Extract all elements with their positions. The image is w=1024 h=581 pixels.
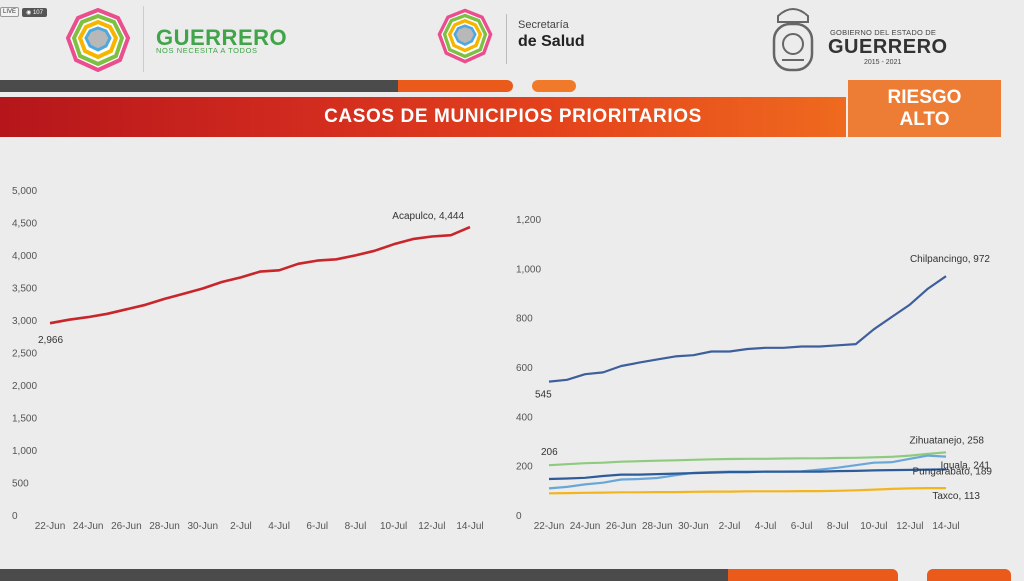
live-tag: LIVE — [0, 7, 20, 17]
x-tick-label: 14-Jul — [456, 521, 483, 532]
y-tick-label: 2,000 — [12, 381, 37, 392]
x-tick-label: 22-Jun — [35, 521, 66, 532]
footer-strip-orange-2 — [927, 569, 1011, 581]
x-tick-label: 2-Jul — [230, 521, 252, 532]
footer-strip-orange — [728, 569, 898, 581]
series-end-label: Iguala, 241 — [941, 461, 991, 472]
header-strip-dark — [0, 80, 400, 92]
series-line-pungarabato — [548, 468, 947, 481]
x-tick-label: 26-Jun — [111, 521, 142, 532]
x-tick-label: 12-Jul — [896, 521, 923, 532]
x-tick-label: 2-Jul — [719, 521, 741, 532]
x-tick-label: 4-Jul — [755, 521, 777, 532]
risk-line2: ALTO — [899, 109, 950, 130]
x-tick-label: 24-Jun — [73, 521, 104, 532]
x-tick-label: 10-Jul — [860, 521, 887, 532]
y-tick-label: 5,000 — [12, 186, 37, 197]
x-tick-label: 30-Jun — [187, 521, 218, 532]
y-tick-label: 600 — [516, 363, 533, 374]
y-tick-label: 3,500 — [12, 284, 37, 295]
series-start-label: 206 — [541, 447, 558, 458]
guerrero-logo-icon — [65, 8, 131, 72]
series-end-label: Zihuatanejo, 258 — [909, 435, 984, 446]
x-tick-label: 8-Jul — [827, 521, 849, 532]
footer-strip-dark — [0, 569, 730, 581]
x-tick-label: 12-Jul — [418, 521, 445, 532]
brand-title: GUERRERO — [156, 25, 288, 50]
secretaria-logo-icon — [437, 8, 493, 64]
risk-badge: RIESGO ALTO — [848, 80, 1001, 137]
secretaria-label: Secretaría — [518, 19, 569, 31]
series-end-label: Taxco, 113 — [932, 491, 980, 502]
brand-subtitle: NOS NECESITA A TODOS — [156, 46, 258, 55]
secretaria-name: de Salud — [518, 33, 585, 50]
chart-acapulco: 0 500 1,000 1,500 2,000 2,500 3,000 3,500 4,000 4… — [12, 186, 484, 532]
y-tick-label: 500 — [12, 479, 29, 490]
series-line-chilpancingo — [548, 275, 947, 383]
header-divider — [143, 6, 144, 72]
series-line-zihuatanejo — [548, 451, 947, 467]
x-tick-label: 10-Jul — [380, 521, 407, 532]
x-tick-label: 30-Jun — [678, 521, 709, 532]
y-tick-label: 4,000 — [12, 251, 37, 262]
y-tick-label: 1,200 — [516, 215, 541, 226]
series-start-label: 545 — [535, 390, 552, 401]
state-seal-icon — [772, 8, 814, 72]
y-tick-label: 0 — [12, 511, 18, 522]
x-tick-label: 4-Jul — [268, 521, 290, 532]
x-tick-label: 14-Jul — [932, 521, 959, 532]
header-strip-pill — [532, 80, 576, 92]
viewer-count-value: 107 — [32, 9, 43, 16]
y-tick-label: 3,000 — [12, 316, 37, 327]
live-badge: LIVE ◉ 107 — [0, 7, 47, 17]
y-tick-label: 400 — [516, 412, 533, 423]
y-tick-label: 200 — [516, 462, 533, 473]
series-end-label: Pungarabato, 189 — [912, 466, 992, 477]
series-line-acapulco — [49, 225, 471, 325]
series-end-label: Chilpancingo, 972 — [910, 254, 990, 265]
series-end-label: Acapulco, 4,444 — [392, 211, 464, 222]
gobierno-line1: GOBIERNO DEL ESTADO DE — [830, 28, 937, 37]
x-tick-label: 6-Jul — [791, 521, 813, 532]
y-tick-label: 1,000 — [516, 264, 541, 275]
y-tick-label: 800 — [516, 314, 533, 325]
y-tick-label: 1,500 — [12, 414, 37, 425]
x-tick-label: 24-Jun — [570, 521, 601, 532]
x-tick-label: 28-Jun — [149, 521, 180, 532]
eye-icon: ◉ — [26, 9, 32, 16]
x-tick-label: 28-Jun — [642, 521, 673, 532]
x-tick-label: 6-Jul — [306, 521, 328, 532]
viewer-count: ◉ 107 — [22, 7, 47, 17]
page-title: CASOS DE MUNICIPIOS PRIORITARIOS — [324, 106, 702, 127]
y-tick-label: 2,500 — [12, 349, 37, 360]
gobierno-line2: GUERRERO — [828, 36, 948, 58]
x-tick-label: 26-Jun — [606, 521, 637, 532]
x-tick-label: 22-Jun — [534, 521, 565, 532]
y-tick-label: 4,500 — [12, 219, 37, 230]
y-tick-label: 1,000 — [12, 446, 37, 457]
risk-line1: RIESGO — [887, 87, 962, 108]
title-bar — [0, 97, 846, 137]
series-line-taxco — [548, 487, 946, 495]
chart-other-municipalities: 0 200 400 600 800 1,000 1,200 22-Jun 24-Jun 26-Ju… — [516, 215, 992, 532]
y-tick-label: 0 — [516, 511, 522, 522]
page-title-wrap: CASOS DE MUNICIPIOS PRIORITARIOS — [0, 97, 846, 137]
x-tick-label: 8-Jul — [345, 521, 367, 532]
header-divider-2 — [506, 14, 507, 64]
header-strip-orange — [398, 80, 513, 92]
series-start-label: 2,966 — [38, 335, 63, 346]
gobierno-years: 2015 - 2021 — [864, 59, 902, 66]
